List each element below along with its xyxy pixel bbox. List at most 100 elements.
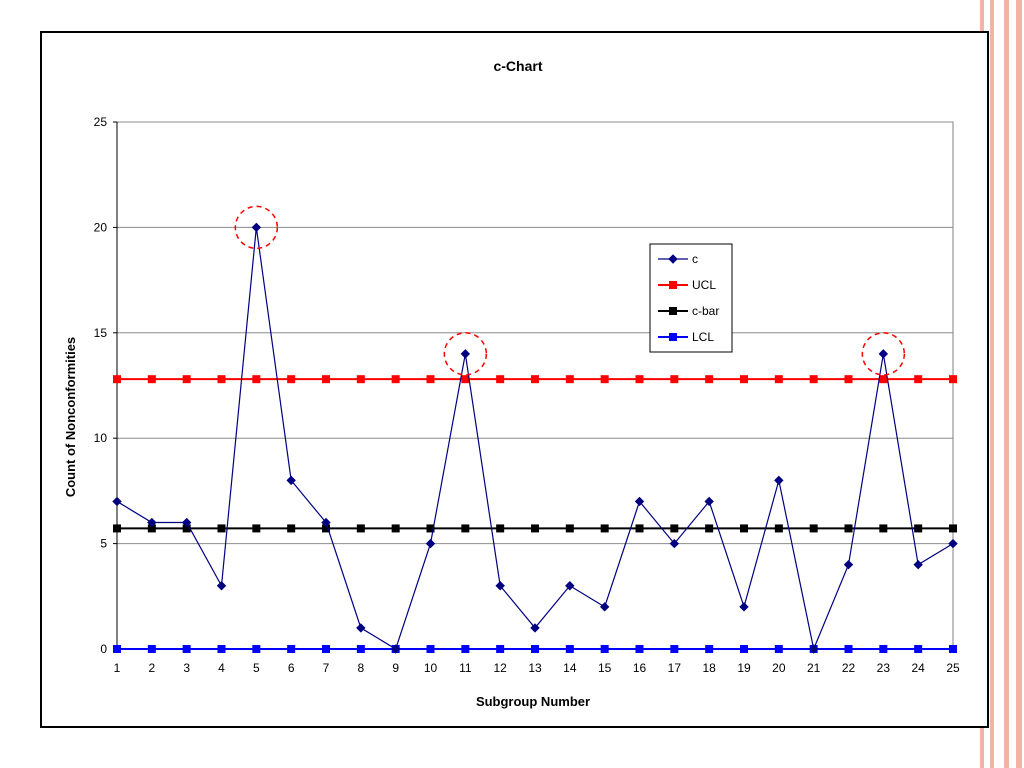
data-point-c [913, 559, 923, 570]
chart-frame: c-Chart 0 5 10 15 20 25 1 2 3 4 5 6 7 8 9 10 11 12 13 14 15 1… [40, 31, 989, 728]
data-point-c [739, 602, 749, 612]
data-point-LCL [949, 645, 957, 653]
data-point-c-bar [705, 524, 714, 533]
data-point-UCL [287, 375, 296, 384]
data-point-c [321, 517, 331, 528]
data-point-UCL [774, 375, 783, 384]
data-point-c-bar [774, 524, 783, 533]
data-point-LCL [774, 645, 783, 653]
data-point-UCL [461, 375, 470, 384]
data-point-c-bar [600, 524, 609, 533]
data-point-LCL [461, 645, 470, 653]
data-point-c [216, 581, 227, 591]
x-tick-label: 9 [392, 661, 399, 675]
data-point-LCL [496, 645, 505, 653]
x-tick-label: 25 [946, 661, 960, 675]
y-tick-label: 5 [100, 537, 107, 551]
data-point-c-bar [565, 524, 574, 533]
data-point-c [704, 496, 714, 507]
data-point-UCL [496, 375, 505, 384]
x-tick-label: 8 [357, 661, 364, 675]
x-tick-label: 15 [598, 661, 612, 675]
x-tick-label: 19 [737, 661, 751, 675]
data-point-UCL [809, 375, 818, 384]
data-point-c [425, 538, 436, 549]
data-point-c-bar [844, 524, 853, 533]
x-tick-label: 7 [323, 661, 330, 675]
data-point-LCL [147, 645, 156, 653]
data-point-LCL [565, 645, 574, 653]
x-tick-label: 2 [148, 661, 155, 675]
data-point-UCL [740, 375, 748, 384]
highlight-circles [234, 205, 906, 376]
data-point-c [495, 581, 505, 591]
data-point-c-bar [809, 524, 818, 533]
data-point-UCL [217, 375, 226, 384]
data-point-c [669, 538, 680, 549]
data-point-c-bar [670, 524, 679, 533]
data-point-c [808, 644, 819, 654]
x-tick-label: 18 [702, 661, 716, 675]
x-tick-label: 3 [183, 661, 190, 675]
data-point-LCL [705, 645, 714, 653]
x-tick-label: 20 [772, 661, 786, 675]
data-point-c-bar [914, 524, 923, 533]
data-point-LCL [531, 645, 539, 653]
data-point-c [843, 559, 854, 570]
data-point-c-bar [287, 524, 296, 533]
legend-label: c [692, 252, 698, 266]
decorative-stripe [990, 0, 994, 768]
data-point-LCL [182, 645, 191, 653]
data-point-UCL [705, 375, 714, 384]
x-tick-label: 1 [114, 661, 121, 675]
data-point-c-bar [879, 524, 888, 533]
data-point-UCL [252, 375, 261, 384]
data-point-LCL [740, 645, 748, 653]
x-axis-label: Subgroup Number [476, 694, 590, 709]
decorative-stripe [1016, 0, 1022, 768]
legend-label: UCL [692, 278, 716, 292]
y-tick-label: 25 [94, 115, 108, 129]
y-axis-label: Count of Nonconformities [63, 337, 78, 497]
y-tick-label: 15 [94, 326, 108, 340]
data-point-UCL [322, 375, 330, 384]
data-point-LCL [217, 645, 226, 653]
legend-label: LCL [692, 330, 714, 344]
data-point-LCL [844, 645, 853, 653]
x-tick-label: 22 [842, 661, 856, 675]
data-point-c [774, 475, 784, 486]
x-tick-label: 21 [807, 661, 821, 675]
data-point-c [112, 496, 122, 507]
data-point-c-bar [182, 524, 191, 533]
data-point-UCL [391, 375, 400, 384]
data-point-c [565, 581, 575, 591]
legend: c UCL c-bar LCL [649, 243, 733, 353]
x-tick-label: 5 [253, 661, 260, 675]
x-tick-label: 12 [493, 661, 507, 675]
data-point-c-bar [496, 524, 505, 533]
y-tick-label: 0 [100, 642, 107, 656]
data-point-c-bar [740, 524, 748, 533]
highlight-circle [443, 332, 488, 376]
legend-swatch-marker [668, 254, 678, 264]
x-tick-label: 16 [633, 661, 647, 675]
data-point-UCL [182, 375, 191, 384]
data-point-UCL [147, 375, 156, 384]
data-point-UCL [600, 375, 609, 384]
data-point-c-bar [147, 524, 156, 533]
highlight-circle [861, 332, 906, 376]
y-tick-label: 20 [94, 220, 108, 234]
data-point-c-bar [356, 524, 365, 533]
data-point-UCL [879, 375, 888, 384]
x-tick-label: 17 [668, 661, 682, 675]
data-point-LCL [914, 645, 923, 653]
series [112, 222, 958, 654]
data-point-c-bar [949, 524, 957, 533]
data-point-LCL [635, 645, 644, 653]
data-point-c [878, 349, 889, 359]
data-point-c-bar [217, 524, 226, 533]
x-tick-label: 23 [877, 661, 891, 675]
x-tick-label: 4 [218, 661, 225, 675]
x-tick-label: 6 [288, 661, 295, 675]
